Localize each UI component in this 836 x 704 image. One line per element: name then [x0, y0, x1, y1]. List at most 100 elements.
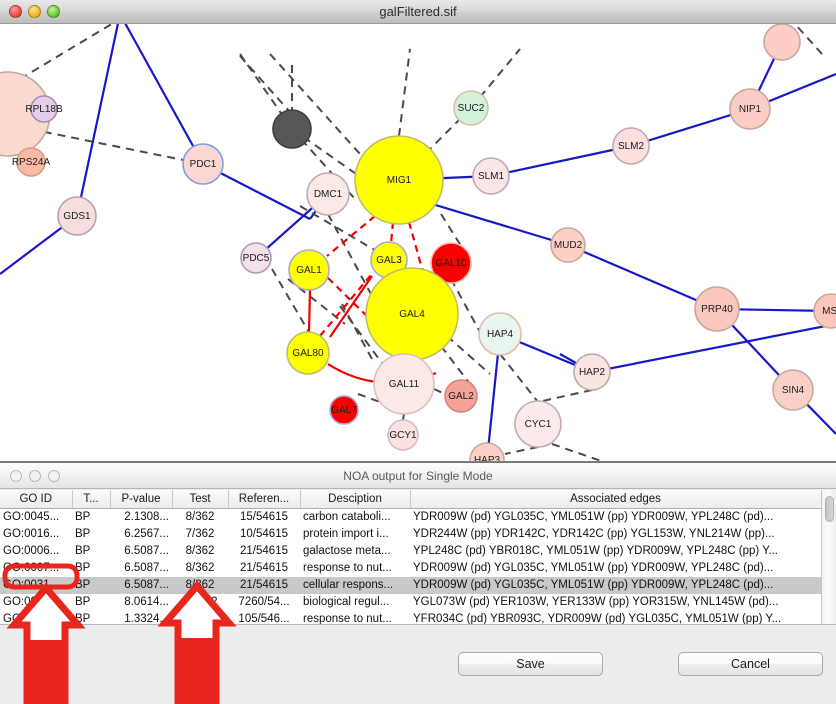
graph-node-rpl18b[interactable]	[30, 95, 58, 123]
graph-node-pdc1[interactable]	[182, 143, 224, 185]
cell-go-id: GO:0045...	[3, 510, 60, 523]
graph-node-hap4[interactable]	[478, 312, 522, 356]
cancel-button[interactable]: Cancel	[678, 652, 823, 676]
cell-test: 94/362	[182, 595, 218, 608]
window-traffic-lights	[9, 5, 60, 18]
close-button[interactable]	[9, 5, 22, 18]
graph-node-label: RPS24A	[12, 157, 51, 168]
table-row[interactable]: GO:0045... BP 2.1308... 8/362 15/54615 carbon…	[0, 508, 821, 526]
network-graph-svg: RPL18B RPS24A GDS1 PDC1 SUC2 NIP1 MIG1 DMC1 SLM1…	[0, 24, 836, 461]
graph-node-gcy1[interactable]	[387, 419, 419, 451]
graph-node-mud2[interactable]	[550, 227, 586, 263]
noa-results-table-wrap: GO ID T... P-value Test Referen... Desci…	[0, 490, 836, 625]
graph-node-gal10[interactable]	[430, 242, 472, 284]
cell-reference: 105/546...	[238, 612, 290, 625]
noa-traffic-lights	[10, 469, 60, 482]
table-row[interactable]: GO:0016... BP 6.2567... 7/362 10/54615 protei…	[0, 526, 821, 543]
graph-node-label: MUD2	[554, 240, 583, 251]
graph-node-label: DMC1	[314, 189, 343, 200]
graph-node-prp40[interactable]	[694, 286, 740, 332]
noa-results-table[interactable]: GO ID T... P-value Test Referen... Desci…	[0, 490, 821, 624]
table-row[interactable]: GO:0031... BP 1.3324... 11/362 105/546... res…	[0, 611, 821, 625]
table-row[interactable]: GO:0006... BP 6.5087... 8/362 21/54615 galact…	[0, 543, 821, 560]
cell-associated-edges: YFR034C (pd) YBR093C, YDR009W (pd) YGL03…	[413, 612, 782, 625]
cell-description: response to nut...	[303, 561, 392, 574]
graph-node-gal7[interactable]	[329, 395, 359, 425]
noa-window-title: NOA output for Single Mode	[343, 468, 493, 483]
graph-node-hap3[interactable]	[469, 442, 505, 461]
graph-node-suc2[interactable]	[453, 90, 489, 126]
graph-node-label: PDC5	[243, 253, 270, 264]
graph-node-pdc5[interactable]	[240, 242, 272, 274]
graph-node-dmc1[interactable]	[306, 172, 350, 216]
cell-type: BP	[75, 527, 91, 540]
column-header-description[interactable]: Desciption	[300, 490, 411, 509]
noa-titlebar: NOA output for Single Mode	[0, 462, 836, 489]
noa-close-button[interactable]	[10, 469, 22, 482]
graph-node-label: GCY1	[389, 430, 417, 441]
graph-node-label: GAL3	[376, 255, 402, 266]
graph-node-label: GDS1	[63, 211, 91, 222]
cell-associated-edges: YGL073W (pd) YER103W, YER133W (pp) YOR31…	[413, 595, 779, 608]
noa-maximize-button[interactable]	[48, 469, 60, 482]
graph-node-cyc1[interactable]	[514, 400, 562, 448]
graph-node-label: HAP2	[579, 367, 606, 378]
graph-node-label: GAL11	[389, 379, 420, 390]
column-header-reference[interactable]: Referen...	[228, 490, 301, 509]
graph-node-label: SUC2	[458, 103, 485, 114]
graph-node-rps24a[interactable]	[16, 147, 46, 177]
table-row[interactable]: GO:0065... BP 8.0614... 94/362 7260/54... bio…	[0, 594, 821, 611]
graph-node-gal1[interactable]	[288, 249, 330, 291]
noa-output-window: NOA output for Single Mode GO ID T... P-…	[0, 461, 836, 704]
graph-node-nip1[interactable]	[729, 88, 771, 130]
graph-node-gal11[interactable]	[373, 353, 435, 415]
graph-node-gal80[interactable]	[286, 331, 330, 375]
cell-reference: 21/54615	[240, 544, 288, 557]
graph-node-msi[interactable]	[813, 293, 836, 329]
table-scrollbar-thumb[interactable]	[825, 496, 834, 522]
graph-nodes[interactable]	[0, 24, 836, 461]
graph-node-label: NIP1	[739, 104, 762, 115]
cell-test: 8/362	[185, 510, 215, 523]
graph-node-sin4[interactable]	[772, 369, 814, 411]
graph-node-unlabeled[interactable]	[272, 109, 312, 149]
graph-node-gds1[interactable]	[57, 196, 97, 236]
cell-description: galactose meta...	[303, 544, 391, 557]
cell-type: BP	[75, 510, 91, 523]
table-vertical-scrollbar[interactable]	[821, 490, 836, 624]
graph-node-label: GAL4	[399, 309, 425, 320]
cell-go-id: GO:0007...	[3, 561, 60, 574]
table-row[interactable]: GO:0007... BP 6.5087... 8/362 21/54615 respon…	[0, 560, 821, 577]
table-row[interactable]: GO:0031... BP 6.5087... 8/362 21/54615 cellul…	[0, 576, 821, 594]
graph-node-label: HAP3	[474, 455, 501, 461]
column-header-associated-edges[interactable]: Associated edges	[410, 490, 821, 509]
save-button[interactable]: Save	[458, 652, 603, 676]
graph-node-mig1[interactable]	[354, 135, 444, 225]
column-header-p-value[interactable]: P-value	[110, 490, 173, 509]
column-header-go-id[interactable]: GO ID	[0, 490, 73, 509]
cell-type: BP	[75, 561, 91, 574]
network-graph-canvas[interactable]: RPL18B RPS24A GDS1 PDC1 SUC2 NIP1 MIG1 DMC1 SLM1…	[0, 24, 836, 461]
graph-node-label: MIG1	[387, 175, 412, 186]
cell-p-value: 6.5087...	[124, 561, 169, 574]
maximize-button[interactable]	[47, 5, 60, 18]
cell-p-value: 6.2567...	[124, 527, 169, 540]
graph-node-label: GAL1	[296, 265, 322, 276]
cell-go-id: GO:0065...	[3, 595, 60, 608]
cell-reference: 15/54615	[240, 510, 288, 523]
noa-minimize-button[interactable]	[29, 469, 41, 482]
noa-button-row: Save Cancel	[0, 652, 836, 682]
graph-node-unlabeled[interactable]	[763, 24, 801, 61]
cell-test: 11/362	[182, 612, 218, 625]
column-header-test[interactable]: Test	[172, 490, 229, 509]
column-header-type[interactable]: T...	[72, 490, 111, 509]
graph-node-slm1[interactable]	[472, 157, 510, 195]
cell-description: response to nut...	[303, 612, 392, 625]
cell-p-value: 1.3324...	[124, 612, 169, 625]
graph-node-gal2[interactable]	[444, 379, 478, 413]
minimize-button[interactable]	[28, 5, 41, 18]
graph-node-hap2[interactable]	[573, 353, 611, 391]
graph-node-slm2[interactable]	[612, 127, 650, 165]
graph-node-label: GAL80	[292, 348, 324, 359]
